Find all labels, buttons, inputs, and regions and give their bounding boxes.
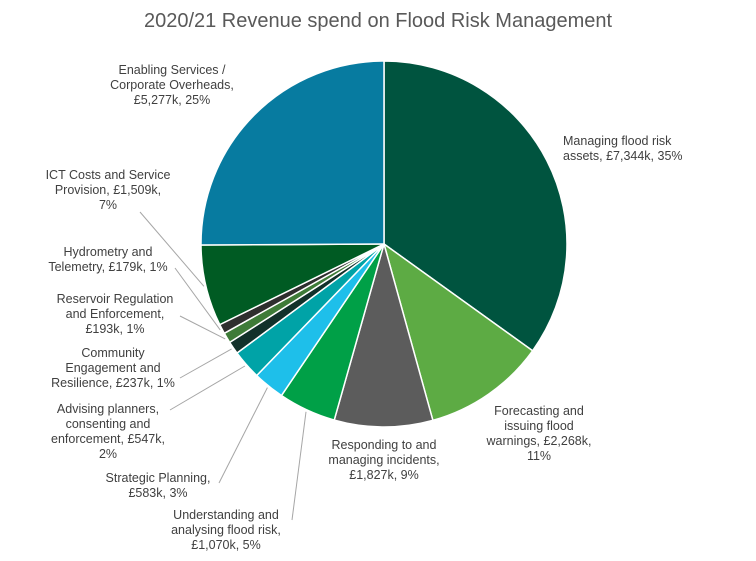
data-label-understanding-flood-risk: Understanding and analysing flood risk, … <box>171 508 281 552</box>
data-label-reservoir-regulation: Reservoir Regulation and Enforcement, £1… <box>56 292 174 336</box>
pie-slice-managing-flood-risk-assets <box>383 60 568 352</box>
leader-line-understanding-and-analysing-flood-risk <box>291 411 307 521</box>
data-label-forecasting-flood-warnings: Forecasting and issuing flood warnings, … <box>486 404 592 463</box>
data-label-strategic-planning: Strategic Planning, £583k, 3% <box>105 471 211 500</box>
chart-title: 2020/21 Revenue spend on Flood Risk Mana… <box>143 10 613 32</box>
leader-line-ict-costs-and-service-provision <box>139 211 205 287</box>
pie-slice-responding-to-and-managing-incidents <box>333 241 434 428</box>
leader-line-strategic-planning <box>218 387 268 484</box>
leader-line-reservoir-regulation-and-enforcement <box>179 315 226 340</box>
data-label-advising-planners: Advising planners, consenting and enforc… <box>51 402 165 461</box>
data-label-ict-costs: ICT Costs and Service Provision, £1,509k… <box>45 168 171 212</box>
data-label-responding-to-incidents: Responding to and managing incidents, £1… <box>328 438 440 482</box>
leader-line-community-engagement-and-resilience <box>179 348 232 379</box>
leader-line-hydrometry-and-telemetry <box>174 267 221 331</box>
data-label-managing-flood-risk-assets: Managing flood risk assets, £7,344k, 35% <box>563 134 683 163</box>
leader-line-advising-planners-consenting-and-enforcement <box>169 365 246 411</box>
data-label-community-engagement: Community Engagement and Resilience, £23… <box>51 346 175 390</box>
data-label-hydrometry-telemetry: Hydrometry and Telemetry, £179k, 1% <box>48 245 168 274</box>
data-label-enabling-services: Enabling Services / Corporate Overheads,… <box>110 63 234 107</box>
pie-slice-enabling-services-corporate-overheads <box>200 60 385 246</box>
